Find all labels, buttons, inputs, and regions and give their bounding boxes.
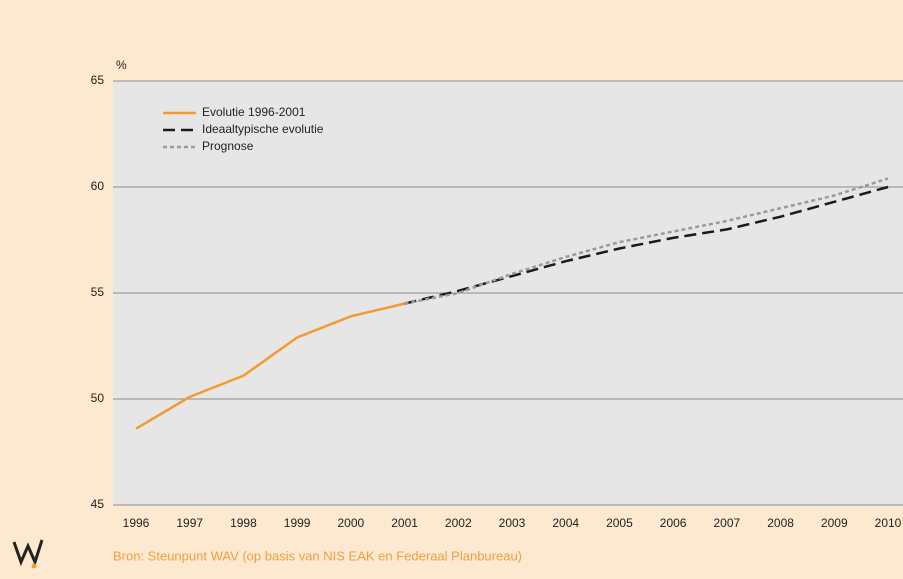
y-tick-label: 50 xyxy=(91,391,105,405)
x-tick-label: 2004 xyxy=(552,516,579,530)
x-tick-label: 1998 xyxy=(230,516,257,530)
x-tick-label: 1997 xyxy=(176,516,203,530)
x-tick-label: 1999 xyxy=(284,516,311,530)
y-axis-label: % xyxy=(116,58,127,72)
x-tick-label: 2006 xyxy=(660,516,687,530)
series-line xyxy=(135,302,405,430)
x-tick-label: 2008 xyxy=(767,516,794,530)
legend-label: Evolutie 1996-2001 xyxy=(202,105,306,119)
y-tick-label: 55 xyxy=(91,285,105,299)
series-line xyxy=(404,185,889,305)
series-line xyxy=(404,177,889,305)
x-tick-label: 2002 xyxy=(445,516,472,530)
source: Bron: Steunpunt WAV (op basis van NIS EA… xyxy=(113,548,522,563)
logo-mark xyxy=(12,539,44,567)
y-tick-label: 45 xyxy=(91,497,105,511)
x-tick-label: 1996 xyxy=(123,516,150,530)
x-tick-label: 2005 xyxy=(606,516,633,530)
legend-label: Prognose xyxy=(202,139,254,153)
x-tick-label: 2001 xyxy=(391,516,418,530)
y-tick-label: 65 xyxy=(91,73,105,87)
legend-label: Ideaaltypische evolutie xyxy=(202,122,324,136)
x-tick-label: 2000 xyxy=(338,516,365,530)
x-tick-label: 2003 xyxy=(499,516,526,530)
x-tick-label: 2010 xyxy=(875,516,902,530)
x-tick-label: 2009 xyxy=(821,516,848,530)
logo xyxy=(12,539,44,569)
logo-dot xyxy=(31,563,37,569)
y-tick-label: 60 xyxy=(91,179,105,193)
x-tick-label: 2007 xyxy=(714,516,741,530)
